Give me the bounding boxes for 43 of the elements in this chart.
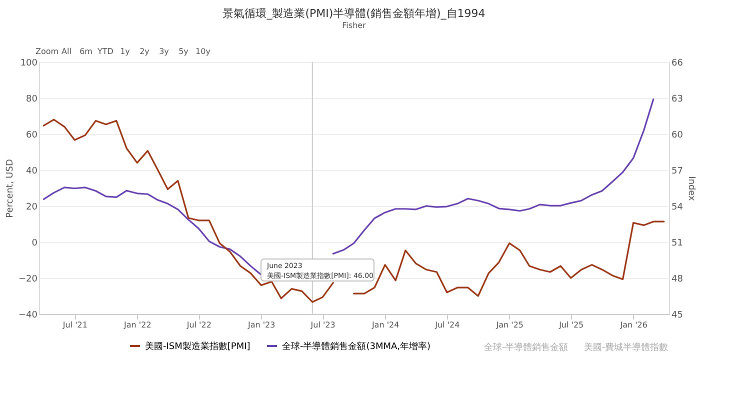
text: YTD — [96, 47, 114, 56]
y-tick-label: −20 — [18, 274, 38, 284]
x-tick-label: Jan '23 — [246, 320, 276, 330]
x-tick-label: Jan '26 — [619, 320, 648, 330]
chart-title: 景氣循環_製造業(PMI)半導體(銷售金額年增)_自1994 — [222, 7, 486, 20]
x-tick-label: Jul '22 — [186, 320, 212, 330]
y-tick-label: 100 — [20, 58, 38, 68]
text: 2y — [140, 47, 150, 56]
text: All — [62, 47, 72, 56]
y-tick-label: 40 — [26, 166, 38, 176]
y-tick-label: −40 — [18, 310, 38, 320]
y2-tick-label: 60 — [672, 130, 684, 140]
text: 3y — [159, 47, 170, 56]
chart-subtitle: Fisher — [342, 21, 367, 30]
y-axis-title: Percent, USD — [6, 159, 16, 218]
text: 5y — [178, 47, 189, 56]
x-tick-label: Jul '21 — [62, 320, 88, 330]
y2-tick-label: 63 — [672, 94, 683, 104]
y2-tick-label: 66 — [672, 58, 684, 68]
y2-tick-label: 51 — [672, 238, 683, 248]
text: 6m — [80, 47, 93, 56]
legend-label: 全球-半導體銷售金額(3MMA,年增率) — [282, 341, 431, 352]
x-tick-label: Jul '24 — [434, 320, 460, 330]
legend-label: 美國-ISM製造業指數[PMI] — [145, 341, 250, 352]
text: 10y — [196, 47, 211, 56]
x-tick-label: Jan '24 — [370, 320, 400, 330]
text: 美國-費城半導體指數 — [584, 342, 668, 353]
y-tick-label: 80 — [26, 94, 38, 104]
y-tick-label: 20 — [26, 202, 38, 212]
y2-tick-label: 45 — [672, 310, 683, 320]
y2-tick-label: 57 — [672, 166, 683, 176]
x-tick-label: Jan '22 — [123, 320, 152, 330]
y-tick-label: 0 — [32, 238, 38, 248]
x-tick-label: Jan '25 — [495, 320, 524, 330]
y-tick-label: 60 — [26, 130, 38, 140]
y2-axis-title: Index — [686, 176, 696, 202]
text: Zoom — [35, 47, 59, 56]
x-tick-label: Jul '23 — [310, 320, 336, 330]
x-tick-label: Jul '25 — [558, 320, 584, 330]
text: 全球-半導體銷售金額 — [484, 342, 568, 353]
y2-tick-label: 54 — [672, 202, 684, 212]
text: 1y — [120, 47, 130, 56]
y2-tick-label: 48 — [672, 274, 684, 284]
